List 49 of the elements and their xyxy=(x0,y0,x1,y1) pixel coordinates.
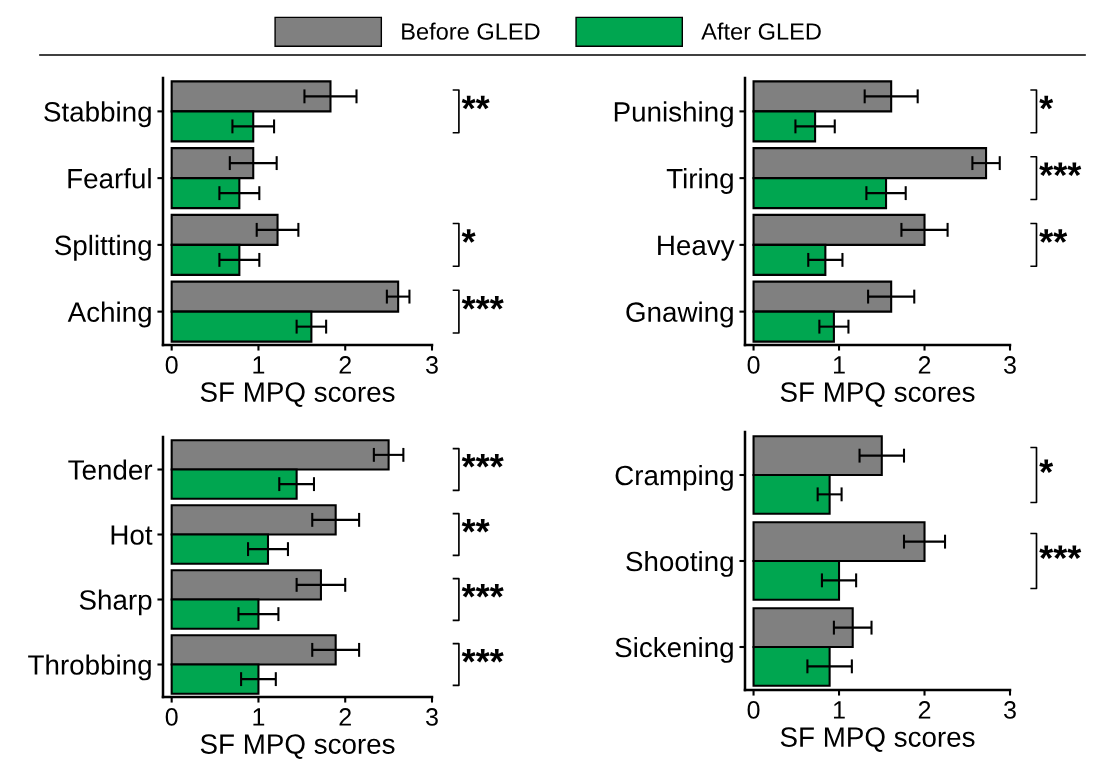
text: ** xyxy=(461,518,490,533)
text: * xyxy=(1039,459,1054,473)
x-axis-title: SF MPQ scores xyxy=(780,727,975,752)
x-tick-label: 0 xyxy=(747,356,760,374)
y-tick-label: Stabbing xyxy=(44,101,151,128)
y-tick-label: Sickening xyxy=(615,636,733,663)
y-tick-label: Gnawing xyxy=(626,301,733,328)
text: ** xyxy=(461,95,490,110)
y-tick-label: Tender xyxy=(68,459,153,480)
x-axis-title: SF MPQ scores xyxy=(200,382,395,407)
x-tick-label: 2 xyxy=(339,356,351,374)
x-tick-label: 2 xyxy=(918,701,931,719)
x-tick-label: 1 xyxy=(833,701,845,719)
y-tick-label: Cramping xyxy=(615,464,733,491)
legend-label: After GLED xyxy=(701,22,821,40)
text: * xyxy=(461,229,476,243)
text: *** xyxy=(461,296,504,310)
x-axis-title: SF MPQ scores xyxy=(780,382,975,407)
x-tick-label: 0 xyxy=(165,708,178,726)
x-tick-label: 2 xyxy=(918,356,931,374)
y-tick-label: Hot xyxy=(111,525,153,545)
y-tick-label: Splitting xyxy=(55,234,151,261)
legend-label: Before GLED xyxy=(402,22,540,40)
y-tick-label: Aching xyxy=(67,301,151,328)
x-tick-label: 1 xyxy=(253,708,265,726)
y-tick-label: Shooting xyxy=(626,550,733,577)
text: *** xyxy=(461,648,504,663)
y-tick-label: Heavy xyxy=(658,235,735,261)
y-tick-label: Throbbing xyxy=(28,654,151,681)
x-tick-label: 1 xyxy=(833,356,845,374)
text: *** xyxy=(461,583,504,598)
x-tick-label: 3 xyxy=(426,708,438,726)
text: ** xyxy=(1039,229,1068,243)
y-tick-label: Fearful xyxy=(68,168,151,189)
x-tick-label: 3 xyxy=(1004,356,1016,374)
text: *** xyxy=(1039,545,1082,559)
y-tick-label: Sharp xyxy=(79,589,152,616)
x-tick-label: 0 xyxy=(165,356,178,374)
text: *** xyxy=(1039,162,1082,177)
x-tick-label: 2 xyxy=(339,708,351,726)
y-tick-label: Punishing xyxy=(614,101,733,128)
x-axis-title: SF MPQ scores xyxy=(200,734,395,759)
y-tick-label: Tiring xyxy=(666,168,733,194)
x-tick-label: 1 xyxy=(253,356,265,374)
text: * xyxy=(1039,95,1054,110)
x-tick-label: 3 xyxy=(1004,701,1016,719)
x-tick-label: 3 xyxy=(426,356,438,374)
text: *** xyxy=(461,453,504,468)
x-tick-label: 0 xyxy=(747,701,760,719)
